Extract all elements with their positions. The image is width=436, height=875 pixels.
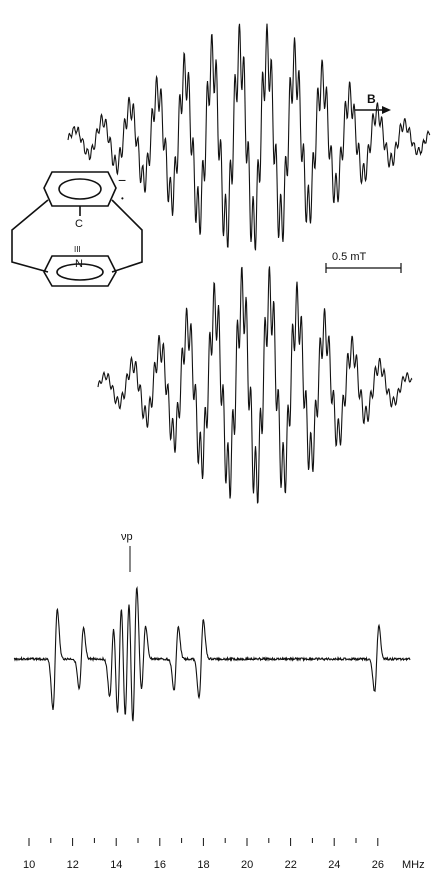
left-bridge <box>11 199 49 273</box>
axis-tick-label: 20 <box>241 859 253 871</box>
radical-dot: • <box>121 194 124 203</box>
axis-tick-label: 24 <box>328 859 340 871</box>
field-label: B <box>367 92 376 106</box>
anion-charge: − <box>118 172 126 188</box>
axis-tick-label: 10 <box>23 859 35 871</box>
upper-benzene-ring <box>43 171 117 207</box>
triple-bond-label: III <box>74 245 81 254</box>
endor-trace <box>13 586 411 722</box>
axis-tick-label: 14 <box>110 859 122 871</box>
esr-simulated-trace <box>97 266 413 504</box>
frequency-axis-labels: 10 12 14 16 18 20 22 24 26 <box>23 859 384 871</box>
nitrogen-atom-label: N <box>75 258 83 270</box>
lower-benzene-ring <box>43 255 117 287</box>
field-arrow-icon <box>355 106 391 114</box>
molecule-structure <box>11 171 143 287</box>
frequency-axis <box>28 838 379 846</box>
axis-tick-label: 12 <box>67 859 79 871</box>
axis-tick-label: 26 <box>372 859 384 871</box>
axis-tick-label: 18 <box>197 859 209 871</box>
axis-tick-label: 22 <box>285 859 297 871</box>
frequency-unit-label: MHz <box>402 859 425 871</box>
lower-ring-inner <box>56 263 104 281</box>
scale-bar-label: 0.5 mT <box>332 251 367 263</box>
right-bridge <box>111 199 143 273</box>
upper-ring-inner <box>58 178 102 200</box>
axis-tick-label: 16 <box>154 859 166 871</box>
proton-frequency-label: νp <box>121 531 133 543</box>
scale-bar <box>325 263 402 273</box>
esr-experimental-trace <box>67 23 431 251</box>
carbon-atom-label: C <box>75 218 83 230</box>
